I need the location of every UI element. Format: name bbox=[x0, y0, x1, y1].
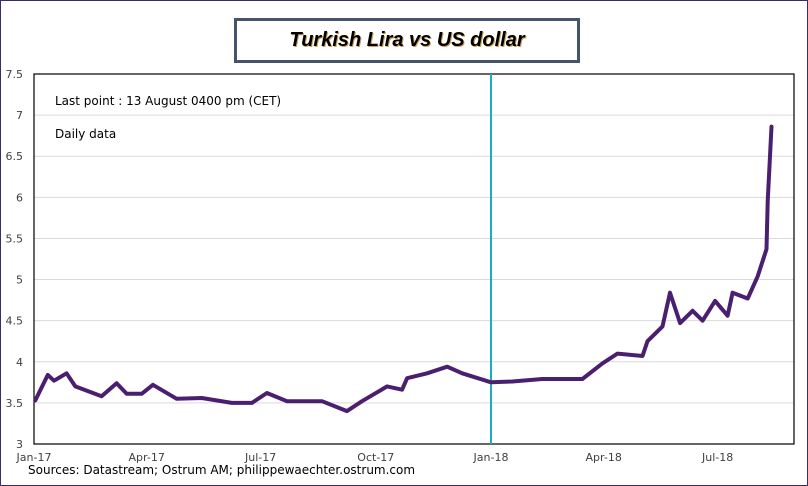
data-point bbox=[679, 322, 681, 324]
data-point bbox=[714, 300, 716, 302]
data-point bbox=[601, 362, 603, 364]
y-tick-label: 5 bbox=[16, 274, 23, 287]
data-point bbox=[461, 372, 463, 374]
y-tick-label: 4 bbox=[16, 356, 23, 369]
chart-title-box: Turkish Lira vs US dollar bbox=[234, 18, 580, 63]
data-point bbox=[66, 372, 68, 374]
data-point bbox=[152, 384, 154, 386]
x-tick-label: Jul-18 bbox=[701, 451, 733, 464]
data-point bbox=[101, 395, 103, 397]
data-point bbox=[47, 374, 49, 376]
data-point bbox=[251, 402, 253, 404]
data-point bbox=[642, 355, 644, 357]
data-point bbox=[747, 297, 749, 299]
data-point bbox=[446, 366, 448, 368]
y-tick-label: 4.5 bbox=[6, 315, 24, 328]
y-tick-label: 5.5 bbox=[6, 232, 24, 245]
data-point bbox=[727, 315, 729, 317]
series-line bbox=[33, 124, 774, 414]
sources-note: Sources: Datastream; Ostrum AM; philippe… bbox=[28, 463, 416, 477]
data-point bbox=[126, 393, 128, 395]
data-point bbox=[647, 340, 649, 342]
x-tick-label: Jan-17 bbox=[16, 451, 52, 464]
y-tick-label: 6 bbox=[16, 191, 23, 204]
y-tick-label: 3 bbox=[16, 438, 23, 451]
data-point bbox=[616, 353, 618, 355]
x-tick-label: Apr-17 bbox=[129, 451, 165, 464]
y-tick-label: 6.5 bbox=[6, 150, 24, 163]
data-point bbox=[231, 402, 233, 404]
data-point bbox=[53, 380, 55, 382]
data-point bbox=[34, 399, 36, 401]
data-point bbox=[116, 382, 118, 384]
chart-title: Turkish Lira vs US dollar bbox=[289, 29, 525, 51]
data-point bbox=[426, 372, 428, 374]
y-tick-label: 7.5 bbox=[6, 68, 24, 81]
data-point bbox=[266, 392, 268, 394]
x-tick-label: Jan-18 bbox=[473, 451, 509, 464]
x-tick-label: Oct-17 bbox=[357, 451, 394, 464]
x-tick-label: Apr-18 bbox=[586, 451, 622, 464]
plot-area-border bbox=[33, 73, 795, 445]
data-point bbox=[765, 248, 767, 250]
data-point bbox=[767, 200, 769, 202]
chart-annotation: Last point : 13 August 0400 pm (CET) bbox=[55, 94, 281, 108]
data-point bbox=[286, 400, 288, 402]
data-point bbox=[346, 410, 348, 412]
data-point bbox=[74, 385, 76, 387]
data-point bbox=[669, 292, 671, 294]
data-point bbox=[361, 400, 363, 402]
data-point bbox=[581, 378, 583, 380]
data-point bbox=[490, 381, 492, 383]
data-point bbox=[401, 389, 403, 391]
data-point bbox=[511, 381, 513, 383]
data-point bbox=[692, 310, 694, 312]
data-point bbox=[141, 393, 143, 395]
data-point bbox=[757, 275, 759, 277]
data-point bbox=[201, 397, 203, 399]
data-point bbox=[770, 126, 772, 128]
data-point bbox=[662, 325, 664, 327]
data-point bbox=[176, 398, 178, 400]
data-point bbox=[732, 292, 734, 294]
data-point bbox=[386, 385, 388, 387]
data-point bbox=[541, 378, 543, 380]
data-point bbox=[702, 320, 704, 322]
y-tick-label: 3.5 bbox=[6, 397, 24, 410]
y-tick-label: 7 bbox=[16, 109, 23, 122]
x-tick-label: Jul-17 bbox=[244, 451, 276, 464]
data-point bbox=[406, 377, 408, 379]
data-point bbox=[321, 400, 323, 402]
chart-annotation: Daily data bbox=[55, 127, 116, 141]
